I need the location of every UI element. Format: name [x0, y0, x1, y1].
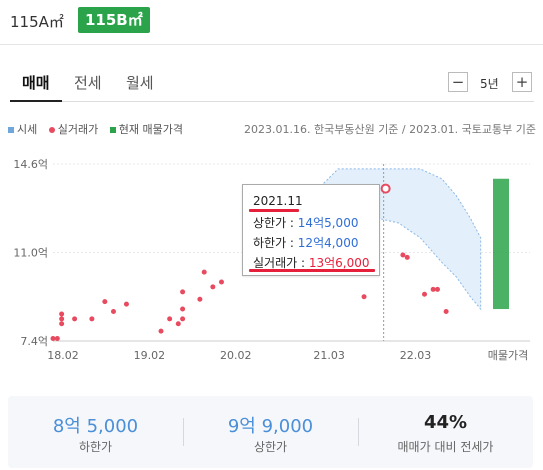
x-tick-label: 18.02 [47, 349, 79, 362]
transaction-point [434, 286, 440, 292]
transaction-point [218, 279, 224, 285]
transaction-point [59, 321, 65, 327]
tooltip-date: 2021.11 [253, 194, 303, 208]
area-type-115b-tab[interactable]: 115B㎡ [78, 7, 150, 33]
transaction-point [158, 328, 164, 334]
tooltip-low-row: 하한가 : 12억4,000 [253, 234, 358, 251]
square-icon [8, 127, 14, 133]
summary-low-value: 8억 5,000 [52, 416, 139, 437]
x-tick-label: 20.02 [220, 349, 252, 362]
square-icon [109, 127, 116, 133]
x-tick-label: 19.02 [134, 349, 166, 362]
x-tick-label: 21.03 [313, 349, 345, 362]
transaction-point [422, 291, 428, 297]
legend-label: 실거래가 [57, 123, 99, 136]
tooltip-deal-label: 실거래가 : [253, 256, 309, 270]
transaction-point [404, 254, 410, 260]
transaction-point [430, 286, 436, 292]
selected-transaction-point [380, 183, 391, 194]
y-tick-label: 7.4억 [20, 335, 48, 348]
x-tick-label: 22.03 [400, 349, 432, 362]
period-value: 5년 [480, 77, 499, 91]
transaction-point [89, 316, 95, 322]
y-tick-label: 11.0억 [13, 247, 48, 260]
active-tab-underline [10, 100, 62, 102]
transaction-point [167, 316, 173, 322]
chart-tooltip: 2021.11 상한가 : 14억5,000 하한가 : 12억4,000 실거… [242, 184, 380, 276]
transaction-point [59, 311, 65, 317]
x-extra-label: 매물가격 [488, 349, 528, 362]
tooltip-deal-underline [249, 269, 375, 272]
transaction-point [123, 301, 129, 307]
area-type-bar: 115A㎡ 115B㎡ [0, 0, 543, 45]
summary-high-label: 상한가 [253, 440, 288, 454]
transaction-point [54, 336, 60, 342]
transaction-point [210, 284, 216, 290]
tooltip-low-label: 하한가 : [253, 236, 298, 250]
summary-low-label: 하한가 [78, 440, 113, 454]
transaction-point [197, 296, 203, 302]
tooltip-date-underline [249, 209, 299, 212]
current-listing-bar [493, 178, 509, 310]
period-decrease-button[interactable]: − [448, 72, 468, 92]
period-increase-button[interactable]: + [512, 72, 532, 92]
summary-divider [183, 418, 184, 446]
transaction-point [443, 309, 449, 314]
tab-sale[interactable]: 매매 [22, 74, 50, 92]
transaction-point [59, 316, 65, 322]
legend-label: 현재 매물가격 [118, 123, 183, 136]
tooltip-low-value: 12억4,000 [297, 236, 359, 250]
transaction-point [180, 306, 186, 312]
transaction-point [110, 309, 116, 314]
transaction-point [400, 252, 406, 258]
summary-ratio-label: 매매가 대비 전세가 [397, 440, 494, 454]
transaction-point [180, 316, 186, 322]
tooltip-deal-value: 13억6,000 [308, 256, 370, 270]
summary-low-price: 8억 5,000 하한가 [8, 396, 183, 468]
tooltip-high-value: 14억5,000 [297, 216, 359, 230]
transaction-point [102, 299, 108, 305]
transaction-point [175, 321, 181, 327]
summary-divider [358, 418, 359, 446]
transaction-point [72, 316, 78, 322]
transaction-point [50, 336, 56, 342]
transaction-point [201, 269, 207, 275]
data-source-note: 2023.01.16. 한국부동산원 기준 / 2023.01. 국토교통부 기… [244, 123, 536, 136]
chart-legend: 시세 실거래가 현재 매물가격 [8, 121, 191, 137]
summary-high-price: 9억 9,000 상한가 [183, 396, 358, 468]
transaction-point [361, 294, 367, 300]
legend-item-transactions: 실거래가 [48, 123, 99, 136]
y-tick-label: 14.6억 [13, 158, 48, 171]
area-type-115a-tab[interactable]: 115A㎡ [10, 13, 64, 31]
legend-item-market-price: 시세 [8, 123, 37, 136]
dot-icon [48, 127, 55, 133]
tooltip-deal-row: 실거래가 : 13억6,000 [253, 254, 370, 271]
tab-jeonse[interactable]: 전세 [74, 74, 102, 92]
legend-item-current-listing: 현재 매물가격 [109, 123, 183, 136]
legend-label: 시세 [17, 123, 38, 136]
transaction-point [180, 289, 186, 295]
tab-monthly-rent[interactable]: 월세 [126, 74, 154, 92]
tooltip-high-row: 상한가 : 14억5,000 [253, 214, 358, 231]
tooltip-high-label: 상한가 : [253, 216, 298, 230]
tabs-divider [10, 101, 534, 102]
summary-ratio-value: 44% [423, 412, 468, 433]
price-summary: 8억 5,000 하한가 9억 9,000 상한가 44% 매매가 대비 전세가 [8, 396, 533, 468]
deal-type-tabs: 매매 전세 월세 [0, 66, 543, 102]
summary-jeonse-ratio: 44% 매매가 대비 전세가 [358, 396, 533, 468]
summary-high-value: 9억 9,000 [227, 416, 314, 437]
